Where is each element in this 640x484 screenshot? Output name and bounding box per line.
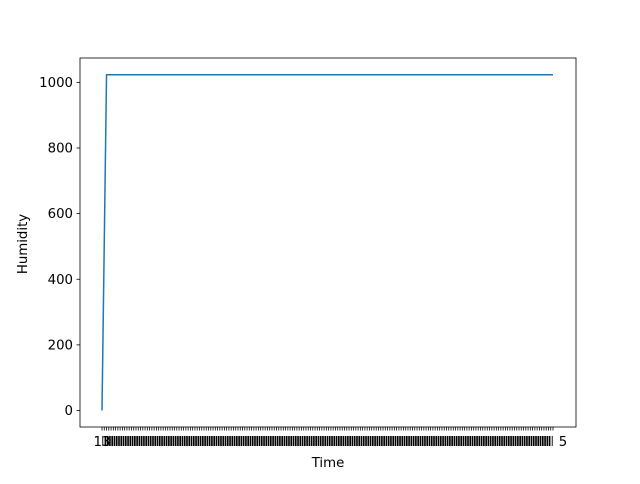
y-tick-label: 400 [48, 273, 73, 288]
y-tick-label: 1000 [39, 76, 73, 91]
x-tick-label-last: 5 [559, 435, 567, 450]
y-tick-label: 200 [48, 338, 73, 353]
series-line-humidity [101, 74, 553, 411]
plot-area [80, 58, 576, 427]
y-axis-label: Humidity [16, 214, 31, 274]
x-tick-label-first: 13 [94, 435, 111, 450]
x-tick-labels-overlapping [102, 436, 553, 446]
y-tick-label: 600 [48, 207, 73, 222]
plot-frame [79, 57, 577, 428]
y-tick-label: 0 [65, 404, 73, 419]
y-axis-ticks: 0 200 400 600 800 1000 [39, 76, 80, 419]
x-axis-ticks: 13 5 [94, 427, 567, 450]
x-axis-label: Time [311, 456, 345, 471]
y-tick-label: 800 [48, 141, 73, 156]
